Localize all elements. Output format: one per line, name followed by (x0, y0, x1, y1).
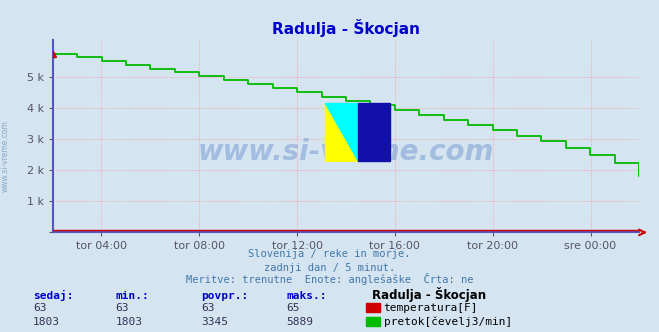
Polygon shape (358, 103, 390, 161)
Text: Radulja - Škocjan: Radulja - Škocjan (372, 287, 486, 302)
Title: Radulja - Škocjan: Radulja - Škocjan (272, 19, 420, 37)
Text: min.:: min.: (115, 291, 149, 301)
Text: temperatura[F]: temperatura[F] (384, 303, 478, 313)
Text: Meritve: trenutne  Enote: anglešaške  Črta: ne: Meritve: trenutne Enote: anglešaške Črta… (186, 273, 473, 285)
Text: maks.:: maks.: (287, 291, 327, 301)
Text: Slovenija / reke in morje.: Slovenija / reke in morje. (248, 249, 411, 259)
Text: 5889: 5889 (287, 317, 314, 327)
Text: 63: 63 (201, 303, 214, 313)
Text: 65: 65 (287, 303, 300, 313)
Polygon shape (326, 103, 358, 161)
Text: 1803: 1803 (115, 317, 142, 327)
Text: povpr.:: povpr.: (201, 291, 248, 301)
Text: 1803: 1803 (33, 317, 60, 327)
Text: 63: 63 (115, 303, 129, 313)
Text: www.si-vreme.com: www.si-vreme.com (1, 120, 10, 192)
Polygon shape (326, 103, 358, 161)
Text: www.si-vreme.com: www.si-vreme.com (198, 137, 494, 166)
Text: 3345: 3345 (201, 317, 228, 327)
Text: pretok[čevelj3/min]: pretok[čevelj3/min] (384, 316, 512, 327)
Text: 63: 63 (33, 303, 46, 313)
Text: zadnji dan / 5 minut.: zadnji dan / 5 minut. (264, 263, 395, 273)
Text: sedaj:: sedaj: (33, 290, 73, 301)
